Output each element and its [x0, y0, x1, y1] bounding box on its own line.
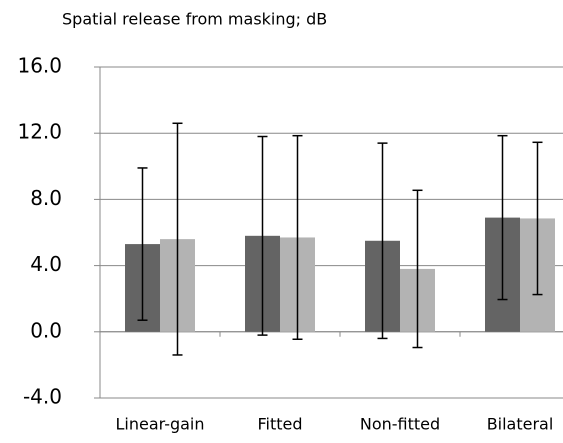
x-tick-label: Linear-gain: [115, 415, 204, 434]
x-tick-label: Fitted: [257, 415, 302, 434]
x-tick-label: Bilateral: [487, 415, 554, 434]
x-tick-label: Non-fitted: [360, 415, 440, 434]
chart-title: Spatial release from masking; dB: [62, 10, 327, 29]
y-tick-label: 12.0: [17, 120, 62, 144]
y-tick-label: 4.0: [30, 252, 62, 276]
y-tick-label: 16.0: [17, 54, 62, 78]
y-tick-label: 8.0: [30, 186, 62, 210]
y-tick-label: 0.0: [30, 318, 62, 342]
y-tick-label: -4.0: [23, 385, 62, 409]
